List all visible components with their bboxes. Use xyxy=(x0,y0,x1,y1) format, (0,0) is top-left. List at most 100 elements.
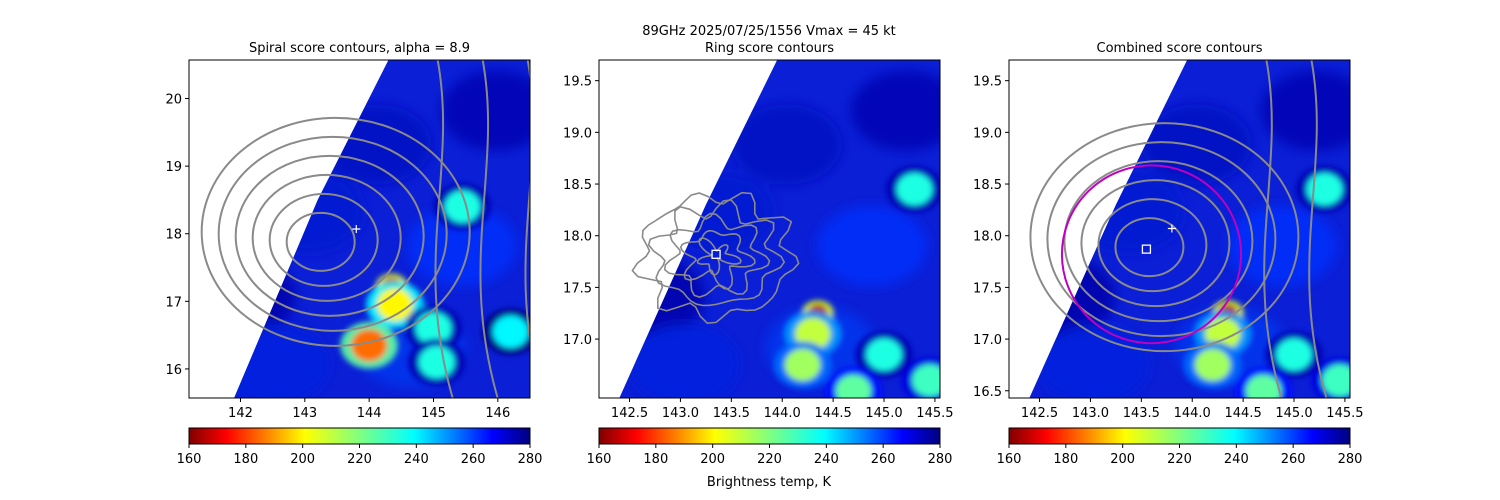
y-tick-label: 19.5 xyxy=(563,75,592,90)
y-tick-label: 17.5 xyxy=(563,281,592,296)
colorbar-tick-label: 160 xyxy=(997,452,1022,467)
hot-spot xyxy=(911,364,940,397)
hot-spot xyxy=(1194,348,1231,382)
panel-2: Ring score contours 142.5 143.0 143.5 144.0 1… xyxy=(563,41,953,467)
panel-1: Spiral score contours, alpha = 8.9 142 143… xyxy=(165,41,543,467)
axes-frame xyxy=(598,59,941,399)
texture-blob xyxy=(731,104,842,185)
colorbar-tick-label: 200 xyxy=(290,452,315,467)
score-contour xyxy=(285,211,356,272)
hot-spot xyxy=(351,329,388,362)
outer-contour xyxy=(524,60,530,346)
colorbar-tick-label: 180 xyxy=(643,452,668,467)
score-contour xyxy=(268,192,379,287)
no-data-region xyxy=(1009,60,1188,398)
panel-title: Ring score contours xyxy=(705,41,834,56)
y-tick-label: 18.5 xyxy=(973,178,1002,193)
hot-spot xyxy=(784,348,821,382)
y-tick-label: 18.5 xyxy=(563,178,592,193)
colorbar-tick-label: 260 xyxy=(461,452,486,467)
outer-contour xyxy=(1354,60,1371,398)
hot-spot xyxy=(492,315,529,348)
texture-blob xyxy=(850,70,940,151)
texture-blob xyxy=(1039,324,1150,398)
outer-contour xyxy=(479,60,499,398)
hot-spot xyxy=(418,345,455,379)
y-tick-label: 18.0 xyxy=(563,230,592,245)
x-tick-label: 143 xyxy=(292,406,317,421)
score-contours xyxy=(200,60,530,398)
no-data-region xyxy=(599,60,778,398)
texture-blob xyxy=(816,205,927,286)
x-tick-label: 145 xyxy=(421,406,446,421)
colorbar xyxy=(598,427,941,445)
x-tick-label: 145.0 xyxy=(865,406,902,421)
texture-blob xyxy=(629,324,740,398)
texture-blob xyxy=(1260,70,1350,151)
center-square-marker xyxy=(1141,244,1152,254)
score-contour xyxy=(200,116,471,347)
colorbar-tick-label: 160 xyxy=(177,452,202,467)
x-tick-label: 142 xyxy=(228,406,253,421)
ring-contour xyxy=(647,199,786,307)
y-tick-label: 17.0 xyxy=(973,333,1002,348)
x-tick-label: 145.5 xyxy=(1326,406,1363,421)
outer-contour xyxy=(1399,60,1416,398)
hot-spot xyxy=(1245,374,1282,398)
axes-frame xyxy=(1008,59,1351,399)
x-tick-label: 145.5 xyxy=(916,406,953,421)
y-tick-label: 18 xyxy=(165,228,182,243)
plot-area xyxy=(599,60,940,398)
outer-contour xyxy=(1308,60,1328,398)
colorbar xyxy=(1008,427,1351,445)
plot-area xyxy=(189,60,530,398)
colorbar-tick-label: 240 xyxy=(814,452,839,467)
colorbar-tick-label: 220 xyxy=(1167,452,1192,467)
axes-frame xyxy=(188,59,531,399)
outer-contour xyxy=(434,60,454,398)
y-tick-label: 19.0 xyxy=(973,126,1002,141)
colorbar-tick-label: 220 xyxy=(347,452,372,467)
score-contour xyxy=(1097,198,1208,293)
x-tick-label: 144.5 xyxy=(815,406,852,421)
colorbar-tick-label: 200 xyxy=(1110,452,1135,467)
texture-blob xyxy=(440,70,530,151)
x-tick-label: 143.0 xyxy=(1072,406,1109,421)
hot-spot xyxy=(1306,173,1343,206)
score-contour xyxy=(1046,141,1277,338)
hot-spot xyxy=(835,374,872,398)
ring-contour xyxy=(663,212,771,298)
colorbar xyxy=(188,427,531,445)
center-plus-marker xyxy=(352,225,361,233)
colorbar-tick-label: 280 xyxy=(1338,452,1363,467)
colorbar-tick-label: 180 xyxy=(1053,452,1078,467)
y-tick-label: 16.5 xyxy=(973,385,1002,400)
colorbar-label: Brightness temp, K xyxy=(707,475,832,490)
score-contour xyxy=(1029,122,1300,353)
ring-contour xyxy=(679,229,756,290)
y-tick-label: 17 xyxy=(165,295,182,310)
colorbar-tick-label: 280 xyxy=(518,452,543,467)
x-tick-label: 144.0 xyxy=(764,406,801,421)
ring-circle xyxy=(1060,164,1243,345)
ring-contour xyxy=(631,191,800,325)
x-tick-label: 142.5 xyxy=(611,406,648,421)
x-tick-label: 144.0 xyxy=(1174,406,1211,421)
y-tick-label: 17.0 xyxy=(563,333,592,348)
x-tick-label: 144.5 xyxy=(1225,406,1262,421)
first-guess-plus-marker xyxy=(1167,224,1176,233)
colorbar-tick-label: 200 xyxy=(700,452,725,467)
texture-blob xyxy=(406,205,517,286)
no-data-region xyxy=(189,60,389,398)
y-tick-label: 20 xyxy=(165,93,182,108)
x-tick-label: 143.5 xyxy=(1123,406,1160,421)
panel-title: Spiral score contours, alpha = 8.9 xyxy=(249,41,470,56)
x-tick-label: 144 xyxy=(357,406,382,421)
score-contours xyxy=(1029,60,1416,398)
center-square-marker xyxy=(711,249,721,259)
hot-spots xyxy=(340,183,530,386)
x-tick-label: 145.0 xyxy=(1275,406,1312,421)
hot-spot xyxy=(1276,338,1313,371)
colorbar-tick-label: 180 xyxy=(233,452,258,467)
figure-suptitle: 89GHz 2025/07/25/1556 Vmax = 45 kt xyxy=(642,24,896,39)
